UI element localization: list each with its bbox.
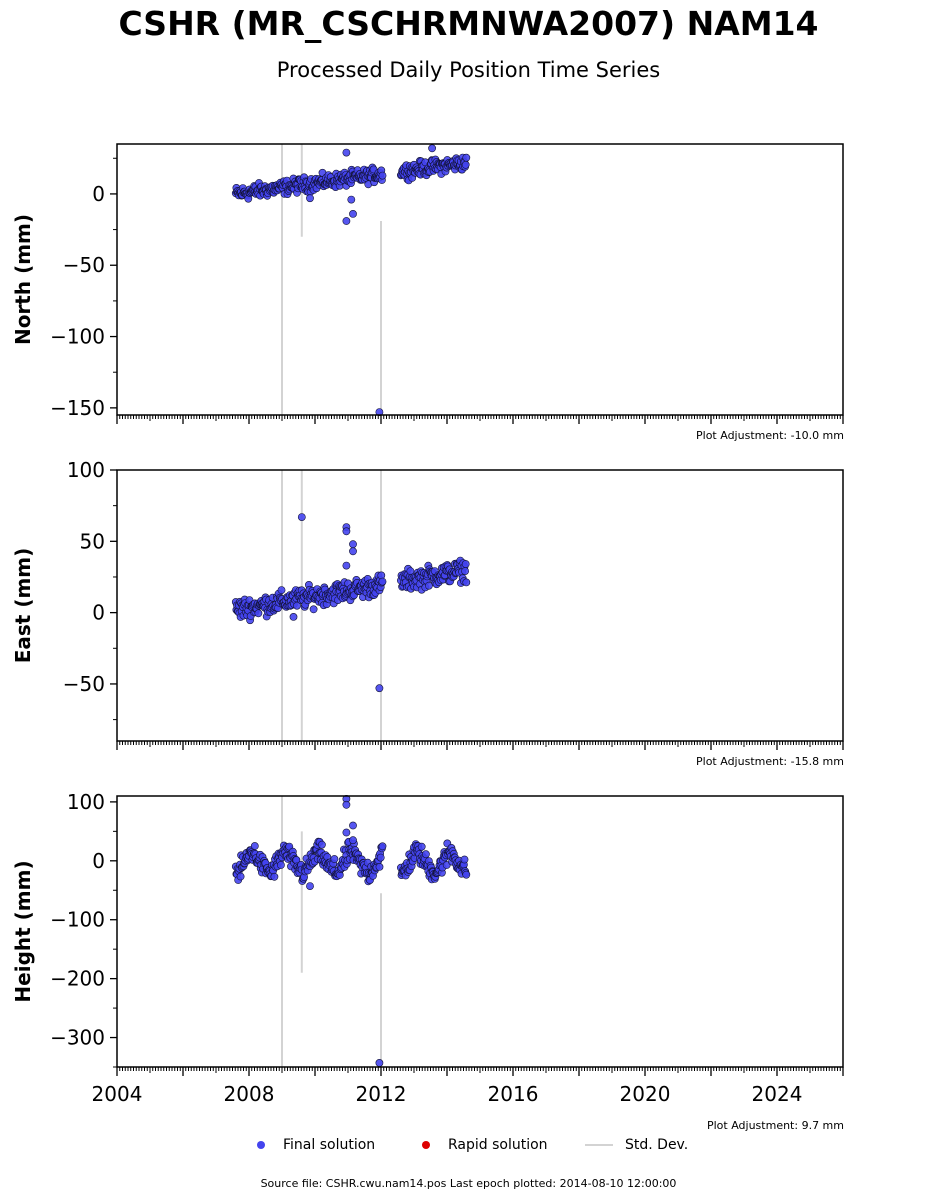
north-data-point xyxy=(306,194,314,203)
x-tick-label: 2004 xyxy=(92,1082,143,1106)
legend-final-label: Final solution xyxy=(283,1137,376,1153)
east-data-point xyxy=(342,561,351,570)
north-data-point xyxy=(428,144,436,153)
legend-stddev: Std. Dev. xyxy=(585,1137,688,1153)
height-data-point xyxy=(306,882,314,890)
east-plot-adjustment: Plot Adjustment: -15.8 mm xyxy=(696,755,844,768)
legend-final: Final solution xyxy=(257,1137,375,1153)
east-data-point xyxy=(349,540,357,549)
north-data-point xyxy=(349,209,357,218)
north-y-tick-label: −50 xyxy=(63,253,105,277)
height-y-tick-label: −200 xyxy=(50,967,105,991)
east-data-point xyxy=(289,613,298,621)
source-footer: Source file: CSHR.cwu.nam14.pos Last epo… xyxy=(260,1177,677,1190)
north-data-point xyxy=(461,160,470,169)
height-data-point xyxy=(378,842,387,851)
height-data-point xyxy=(375,863,384,871)
stddev-line-icon xyxy=(585,1144,613,1146)
x-tick-label: 2016 xyxy=(488,1082,539,1106)
height-data-point xyxy=(349,836,357,845)
east-data-point xyxy=(309,605,318,614)
north-data-point xyxy=(342,148,351,157)
east-plot-frame xyxy=(116,469,844,742)
height-data-point xyxy=(417,842,426,851)
x-tick-label: 2012 xyxy=(356,1082,407,1106)
north-data-point xyxy=(342,217,351,225)
north-y-tick-label: −100 xyxy=(50,325,105,349)
north-plot-adjustment: Plot Adjustment: -10.0 mm xyxy=(696,429,844,442)
chart-title: CSHR (MR_CSCHRMNWA2007) NAM14 xyxy=(118,4,819,43)
east-data-point xyxy=(461,560,470,568)
east-y-tick-label: 50 xyxy=(80,529,105,553)
height-data-point xyxy=(349,821,357,830)
east-data-point xyxy=(375,684,384,693)
east-data-point xyxy=(378,577,387,586)
height-y-tick-label: 0 xyxy=(92,849,105,873)
x-tick-label: 2020 xyxy=(620,1082,671,1106)
north-y-tick-label: −150 xyxy=(50,396,105,420)
north-y-axis-label: North (mm) xyxy=(11,214,35,345)
height-data-point xyxy=(236,872,245,881)
height-data-point xyxy=(342,828,351,837)
east-data-point xyxy=(293,601,301,610)
east-data-point xyxy=(342,527,351,536)
east-y-axis-label: East (mm) xyxy=(11,548,35,664)
east-data-point xyxy=(424,581,433,590)
height-plot-frame xyxy=(116,795,844,1068)
east-y-tick-label: 100 xyxy=(67,458,105,482)
north-data-point xyxy=(378,171,387,180)
legend-rapid: Rapid solution xyxy=(422,1137,548,1153)
height-data-point xyxy=(250,842,259,850)
height-data-point xyxy=(375,1059,384,1067)
legend-rapid-label: Rapid solution xyxy=(448,1137,548,1153)
north-data-point xyxy=(347,195,356,204)
x-tick-label: 2024 xyxy=(752,1082,803,1106)
height-data-point xyxy=(330,855,339,863)
height-data-point xyxy=(462,870,471,879)
north-data-point xyxy=(462,153,471,162)
height-data-point xyxy=(317,840,326,849)
rapid-solution-marker-icon xyxy=(422,1141,430,1149)
east-data-point xyxy=(254,609,263,618)
height-y-tick-label: −100 xyxy=(50,908,105,932)
height-data-point xyxy=(270,872,279,881)
x-tick-label: 2008 xyxy=(224,1082,275,1106)
height-data-point xyxy=(460,855,469,864)
height-data-point xyxy=(376,853,385,862)
height-data-point xyxy=(342,800,351,809)
height-y-tick-label: −300 xyxy=(50,1026,105,1050)
north-plot-frame xyxy=(116,143,844,416)
height-plot-adjustment: Plot Adjustment: 9.7 mm xyxy=(706,1119,844,1132)
east-data-point xyxy=(297,513,306,521)
legend: Final solution Rapid solution Std. Dev. xyxy=(0,1137,937,1159)
east-data-point xyxy=(462,578,471,587)
height-data-point xyxy=(276,861,285,869)
height-y-axis-label: Height (mm) xyxy=(11,860,35,1002)
final-solution-marker-icon xyxy=(257,1141,265,1149)
east-data-point xyxy=(277,586,286,594)
height-y-tick-label: 100 xyxy=(67,790,105,814)
east-data-point xyxy=(349,547,357,556)
east-data-point xyxy=(461,567,469,575)
chart-subtitle: Processed Daily Position Time Series xyxy=(276,58,661,82)
north-y-tick-label: 0 xyxy=(92,182,105,206)
height-data-point xyxy=(421,850,430,859)
east-y-tick-label: −50 xyxy=(63,672,105,696)
legend-stddev-label: Std. Dev. xyxy=(625,1137,689,1153)
east-y-tick-label: 0 xyxy=(92,601,105,625)
